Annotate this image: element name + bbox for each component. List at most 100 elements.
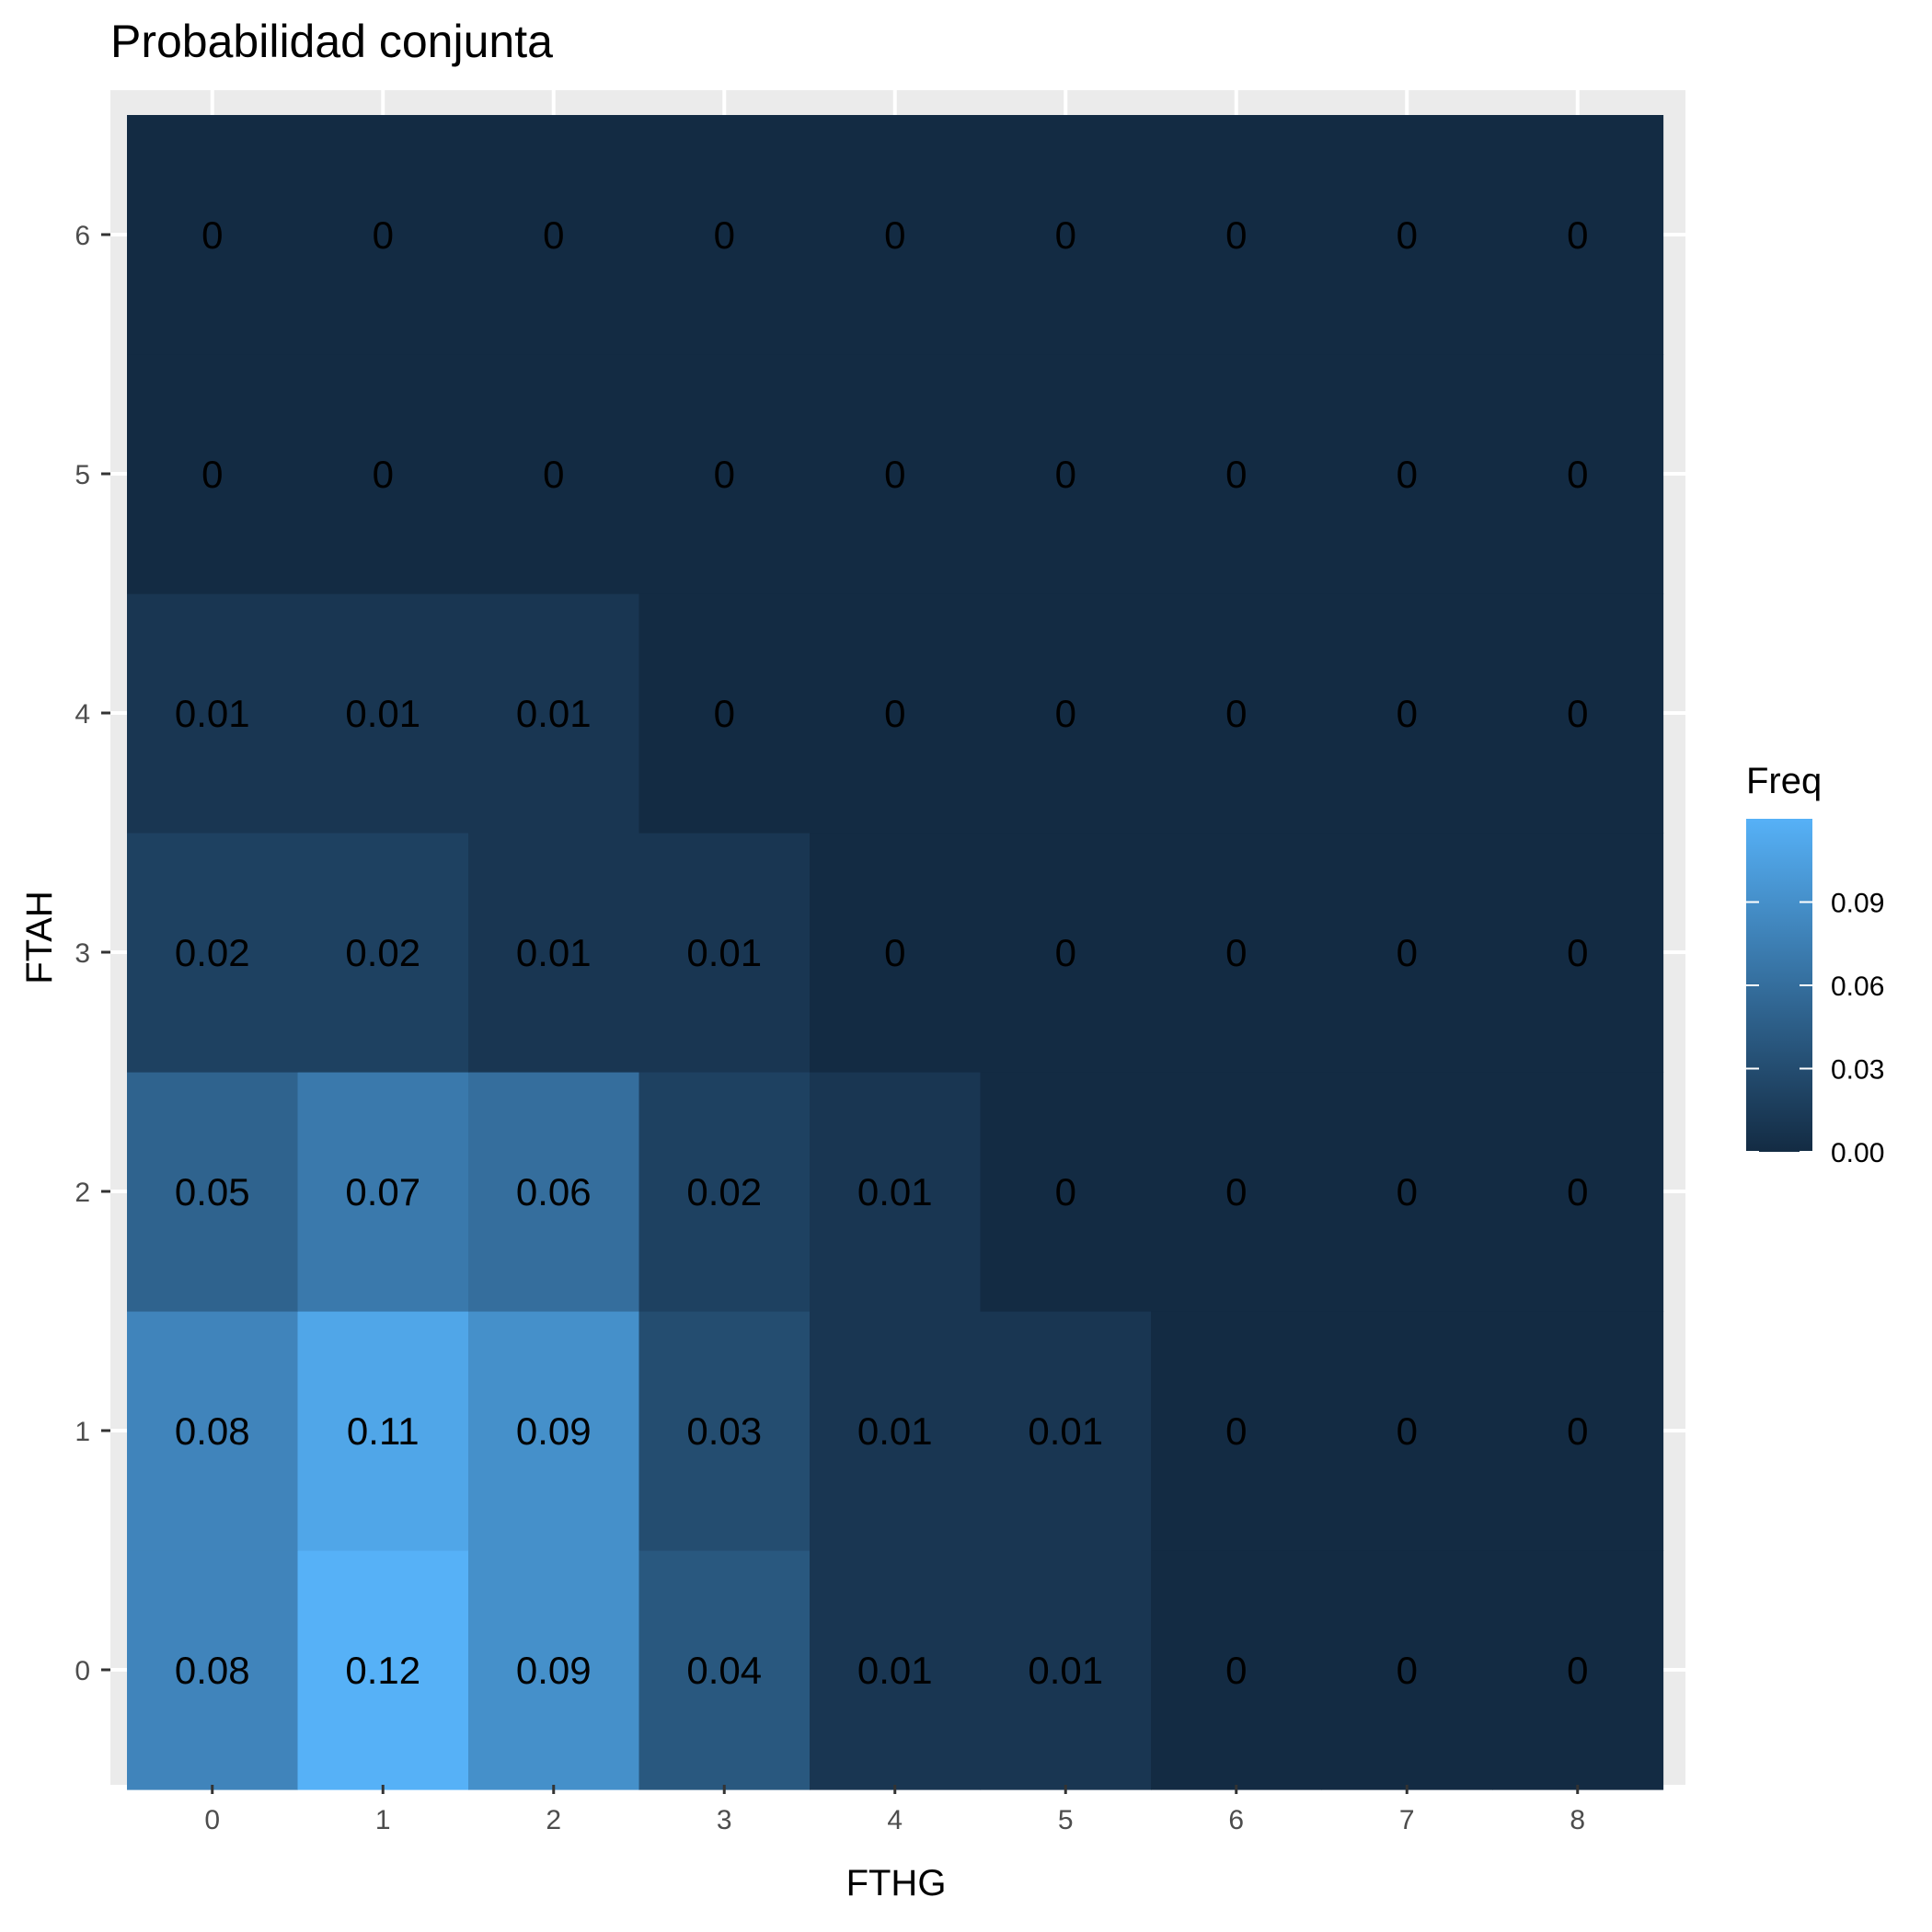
cell-value-label: 0 — [373, 213, 394, 257]
heatmap-cell — [1492, 1311, 1664, 1551]
cell-value-label: 0.09 — [516, 1649, 592, 1692]
heatmap-cell — [810, 1072, 982, 1312]
heatmap-cell — [1492, 1072, 1664, 1312]
heatmap-cell — [127, 115, 299, 355]
cell-value-label: 0.01 — [345, 692, 420, 735]
cell-value-label: 0 — [1397, 1170, 1418, 1213]
heatmap-cell — [810, 1550, 982, 1790]
heatmap-cell — [638, 833, 811, 1073]
heatmap-cell — [638, 1311, 811, 1551]
heatmap-cell — [638, 354, 811, 594]
heatmap-cell — [810, 354, 982, 594]
cell-value-label: 0 — [373, 453, 394, 496]
cell-value-label: 0.12 — [345, 1649, 420, 1692]
y-tick-label: 0 — [75, 1656, 90, 1686]
cell-value-label: 0.09 — [516, 1409, 592, 1453]
heatmap-cell — [127, 1550, 299, 1790]
legend-tick-label: 0.03 — [1831, 1055, 1884, 1086]
heatmap-cell — [1492, 1550, 1664, 1790]
heatmap-cell — [810, 593, 982, 834]
chart-title: Probabilidad conjunta — [110, 16, 553, 67]
heatmap-cell — [127, 593, 299, 834]
cell-value-label: 0.04 — [686, 1649, 762, 1692]
cell-value-label: 0.01 — [857, 1649, 933, 1692]
heatmap-cell — [638, 1072, 811, 1312]
cell-value-label: 0 — [1397, 1649, 1418, 1692]
heatmap-cell — [1321, 1550, 1493, 1790]
heatmap-cell — [468, 354, 640, 594]
cell-value-label: 0 — [1567, 1649, 1588, 1692]
cell-value-label: 0 — [1567, 692, 1588, 735]
cell-value-label: 0.03 — [686, 1409, 762, 1453]
cell-value-label: 0 — [1567, 931, 1588, 974]
heatmap-cell — [1151, 1072, 1323, 1312]
y-tick-label: 3 — [75, 938, 90, 969]
heatmap-cell — [638, 115, 811, 355]
cell-value-label: 0.05 — [175, 1170, 250, 1213]
cell-value-label: 0 — [543, 453, 564, 496]
cell-value-label: 0.01 — [1028, 1409, 1103, 1453]
cell-value-label: 0 — [1397, 453, 1418, 496]
y-tick-label: 4 — [75, 699, 90, 730]
cell-value-label: 0.01 — [175, 692, 250, 735]
x-tick-label: 1 — [375, 1805, 391, 1835]
cell-value-label: 0 — [884, 213, 905, 257]
heatmap-cell — [297, 1311, 469, 1551]
x-tick-label: 4 — [887, 1805, 903, 1835]
heatmap-cell — [810, 115, 982, 355]
heatmap-cell — [1492, 593, 1664, 834]
cell-value-label: 0 — [1225, 1649, 1247, 1692]
heatmap-cell — [127, 1072, 299, 1312]
heatmap-cell — [980, 1311, 1152, 1551]
cell-value-label: 0 — [1397, 213, 1418, 257]
cell-value-label: 0.02 — [345, 931, 420, 974]
x-axis: 0 1 2 3 4 5 6 7 8 — [204, 1785, 1585, 1835]
cell-value-label: 0 — [1225, 1409, 1247, 1453]
heatmap-cell — [1492, 354, 1664, 594]
legend-tick-label: 0.09 — [1831, 889, 1884, 919]
cell-value-label: 0 — [884, 453, 905, 496]
x-tick-label: 6 — [1228, 1805, 1244, 1835]
heatmap-cell — [810, 833, 982, 1073]
cell-value-label: 0.01 — [857, 1170, 933, 1213]
cell-value-label: 0.08 — [175, 1409, 250, 1453]
heatmap-cell — [1321, 354, 1493, 594]
heatmap-cell — [980, 593, 1152, 834]
heatmap-cell — [297, 115, 469, 355]
cell-value-label: 0 — [1055, 692, 1076, 735]
cell-value-label: 0 — [1055, 213, 1076, 257]
heatmap-cell — [1151, 1550, 1323, 1790]
cell-value-label: 0.08 — [175, 1649, 250, 1692]
legend: Freq 0.00 0.03 0.06 0.09 — [1746, 761, 1884, 1168]
cell-value-label: 0 — [201, 453, 223, 496]
heatmap-cell — [1492, 833, 1664, 1073]
cell-value-label: 0 — [1567, 453, 1588, 496]
heatmap-cell — [980, 1550, 1152, 1790]
x-tick-label: 3 — [717, 1805, 732, 1835]
y-tick-label: 2 — [75, 1178, 90, 1208]
cell-value-label: 0.11 — [347, 1409, 420, 1453]
heatmap-cell — [1321, 115, 1493, 355]
cell-value-label: 0 — [1397, 931, 1418, 974]
cell-value-label: 0.01 — [516, 931, 592, 974]
heatmap-cell — [1321, 1072, 1493, 1312]
heatmap-cell — [468, 593, 640, 834]
heatmap-cell — [1151, 1311, 1323, 1551]
cell-value-label: 0 — [543, 213, 564, 257]
heatmap-cell — [297, 1072, 469, 1312]
cell-value-label: 0 — [1225, 1170, 1247, 1213]
x-axis-title: FTHG — [846, 1863, 947, 1903]
cell-value-label: 0 — [1397, 692, 1418, 735]
heatmap-cells — [127, 115, 1664, 1790]
cell-value-label: 0.01 — [686, 931, 762, 974]
cell-value-label: 0 — [1567, 1409, 1588, 1453]
heatmap-cell — [1321, 593, 1493, 834]
heatmap-cell — [127, 1311, 299, 1551]
cell-value-label: 0.02 — [175, 931, 250, 974]
cell-labels: 0.08 0.12 0.09 0.04 0.01 0.01 0 0 0 0.08 0.11 0.09 0… — [175, 213, 1589, 1692]
heatmap-cell — [1151, 354, 1323, 594]
cell-value-label: 0 — [1225, 213, 1247, 257]
cell-value-label: 0 — [1055, 1170, 1076, 1213]
legend-title: Freq — [1746, 761, 1822, 801]
